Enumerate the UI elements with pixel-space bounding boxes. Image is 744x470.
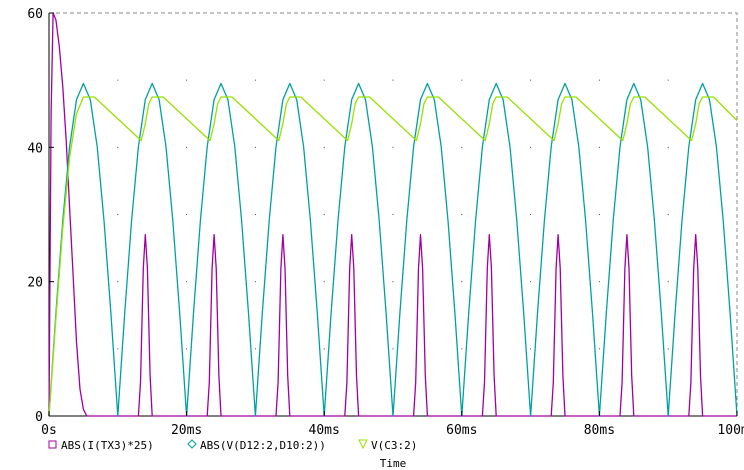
- x-axis-label: Time: [380, 457, 407, 470]
- grid-dot: [117, 146, 119, 148]
- y-tick-label: 20: [27, 276, 43, 291]
- tick-labels: 0s 20ms 40ms 60ms 80ms 100ms 0 20 40 60: [27, 7, 744, 438]
- y-tick-label: 60: [27, 7, 43, 22]
- grid-dot: [598, 281, 600, 283]
- x-tick-label: 60ms: [446, 423, 477, 438]
- grid-dot: [461, 79, 463, 81]
- grid-dot: [117, 281, 119, 283]
- grid-dot: [254, 214, 256, 215]
- grid-dot: [530, 79, 532, 81]
- grid-dot: [117, 214, 119, 215]
- grid-dot: [598, 79, 600, 81]
- series-line-0: [48, 12, 737, 417]
- grid-dot: [186, 281, 188, 283]
- series-line-2: [48, 96, 738, 417]
- grid-dot: [530, 214, 532, 215]
- x-tick-label: 0s: [41, 423, 57, 438]
- grid-dot: [667, 214, 669, 215]
- x-tick-label: 100ms: [717, 423, 744, 438]
- legend: ABS(I(TX3)*25) ABS(V(D12:2,D10:2)) V(C3:2): [48, 439, 417, 452]
- legend-label: V(C3:2): [371, 439, 417, 452]
- x-tick-label: 80ms: [584, 423, 615, 438]
- legend-marker-triangle: [358, 439, 368, 450]
- grid-dot: [598, 348, 600, 350]
- grid-dot: [392, 348, 394, 350]
- grid-dot: [598, 146, 600, 148]
- grid-dot: [392, 281, 394, 283]
- grid-dot: [667, 146, 669, 148]
- grid-dot: [323, 348, 325, 350]
- grid-dot: [461, 214, 463, 215]
- grid-dot: [186, 348, 188, 350]
- x-tick-label: 40ms: [309, 423, 340, 438]
- grid-dot: [461, 281, 463, 283]
- legend-marker-square: [48, 440, 57, 449]
- grid-dot: [186, 79, 188, 81]
- grid-dot: [667, 348, 669, 350]
- grid-dot: [667, 79, 669, 81]
- grid-dot: [254, 79, 256, 81]
- grid-dot: [117, 348, 119, 350]
- grid-dot: [186, 146, 188, 148]
- grid-dot: [254, 348, 256, 350]
- grid-dot: [530, 348, 532, 350]
- x-tick-label: 20ms: [171, 423, 202, 438]
- legend-label: ABS(I(TX3)*25): [61, 439, 154, 452]
- grid-dot: [461, 146, 463, 148]
- series-line-1: [48, 82, 738, 417]
- grid-dot: [323, 281, 325, 283]
- legend-label: ABS(V(D12:2,D10:2)): [200, 439, 326, 452]
- grid-dot: [254, 281, 256, 283]
- grid-dot: [530, 146, 532, 148]
- grid-dot: [392, 79, 394, 81]
- grid-dot: [323, 214, 325, 215]
- grid-dot: [392, 146, 394, 148]
- y-tick-label: 0: [35, 410, 43, 425]
- grid-dot: [254, 146, 256, 148]
- grid-dot: [323, 146, 325, 148]
- grid-dot: [530, 281, 532, 283]
- grid-dot: [461, 348, 463, 350]
- grid-dot: [117, 79, 119, 81]
- grid-dot: [186, 214, 188, 215]
- grid-dots: [117, 79, 669, 350]
- grid-dot: [598, 214, 600, 215]
- grid-dot: [323, 79, 325, 81]
- y-tick-label: 40: [27, 141, 43, 156]
- legend-marker-diamond: [187, 439, 197, 449]
- series-group: [48, 12, 738, 417]
- grid-dot: [667, 281, 669, 283]
- grid-dot: [392, 214, 394, 215]
